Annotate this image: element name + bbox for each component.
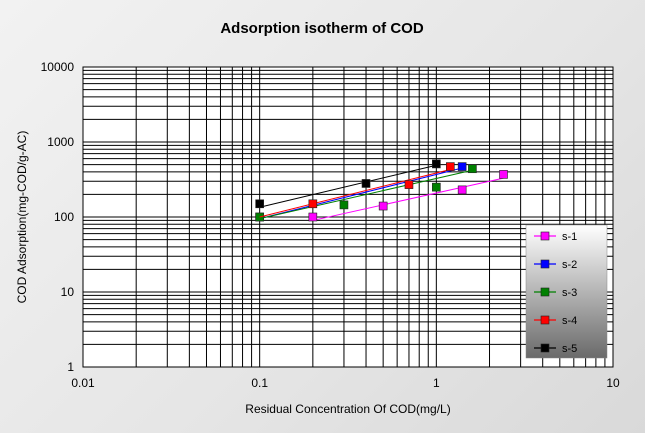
trend-line — [259, 169, 473, 220]
trend-line — [259, 169, 451, 218]
series-s-5 — [255, 159, 441, 209]
plot-area: 0.01 0.1 1 10 1 10 100 1000 10000 — [41, 60, 620, 390]
legend-marker — [540, 231, 550, 241]
legend-item-s-3: s-3 — [534, 287, 577, 299]
data-point — [446, 162, 455, 171]
legend-label: s-5 — [562, 343, 577, 355]
legend: s-1 s-2 s-3 s-4 s-5 — [525, 224, 608, 359]
trend-line — [259, 164, 437, 208]
x-tick-label: 0.01 — [71, 376, 95, 390]
trend-line — [259, 167, 463, 220]
data-point — [308, 199, 318, 209]
data-point — [361, 179, 371, 188]
x-axis-title: Residual Concentration Of COD(mg/L) — [245, 402, 450, 416]
series-s-4 — [259, 162, 455, 218]
data-point — [432, 182, 441, 192]
data-point — [308, 212, 318, 222]
x-tick-label: 0.1 — [251, 376, 268, 390]
legend-item-s-4: s-4 — [534, 315, 577, 327]
data-point — [432, 159, 441, 169]
data-point — [404, 180, 414, 189]
trend-line — [312, 177, 504, 221]
plot-border — [82, 66, 614, 368]
y-axis-title: COD Adsorption(mg-COD/g-AC) — [15, 131, 29, 304]
y-tick-label: 10 — [61, 285, 75, 299]
y-tick-label: 1000 — [47, 135, 74, 149]
legend-label: s-2 — [562, 259, 577, 271]
data-point — [468, 164, 477, 174]
legend-marker — [540, 315, 550, 325]
data-point — [339, 200, 349, 210]
x-tick-label: 10 — [606, 376, 620, 390]
data-point — [378, 201, 388, 211]
data-point — [457, 162, 467, 171]
legend-marker — [540, 287, 550, 297]
y-tick-label: 100 — [54, 210, 74, 224]
legend-label: s-3 — [562, 287, 577, 299]
series-s-1 — [308, 170, 508, 222]
legend-item-s-1: s-1 — [534, 231, 577, 243]
data-point — [255, 199, 264, 209]
legend-marker — [540, 343, 550, 353]
data-point — [499, 170, 508, 179]
legend-marker — [540, 259, 550, 269]
legend-item-s-2: s-2 — [534, 259, 577, 271]
legend-item-s-5: s-5 — [534, 343, 577, 355]
x-tick-label: 1 — [433, 376, 440, 390]
y-tick-label: 1 — [67, 360, 74, 374]
chart-title: Adsorption isotherm of COD — [220, 20, 423, 37]
data-point — [457, 185, 467, 195]
legend-label: s-1 — [562, 231, 577, 243]
legend-label: s-4 — [562, 315, 577, 327]
y-tick-label: 10000 — [41, 60, 75, 74]
